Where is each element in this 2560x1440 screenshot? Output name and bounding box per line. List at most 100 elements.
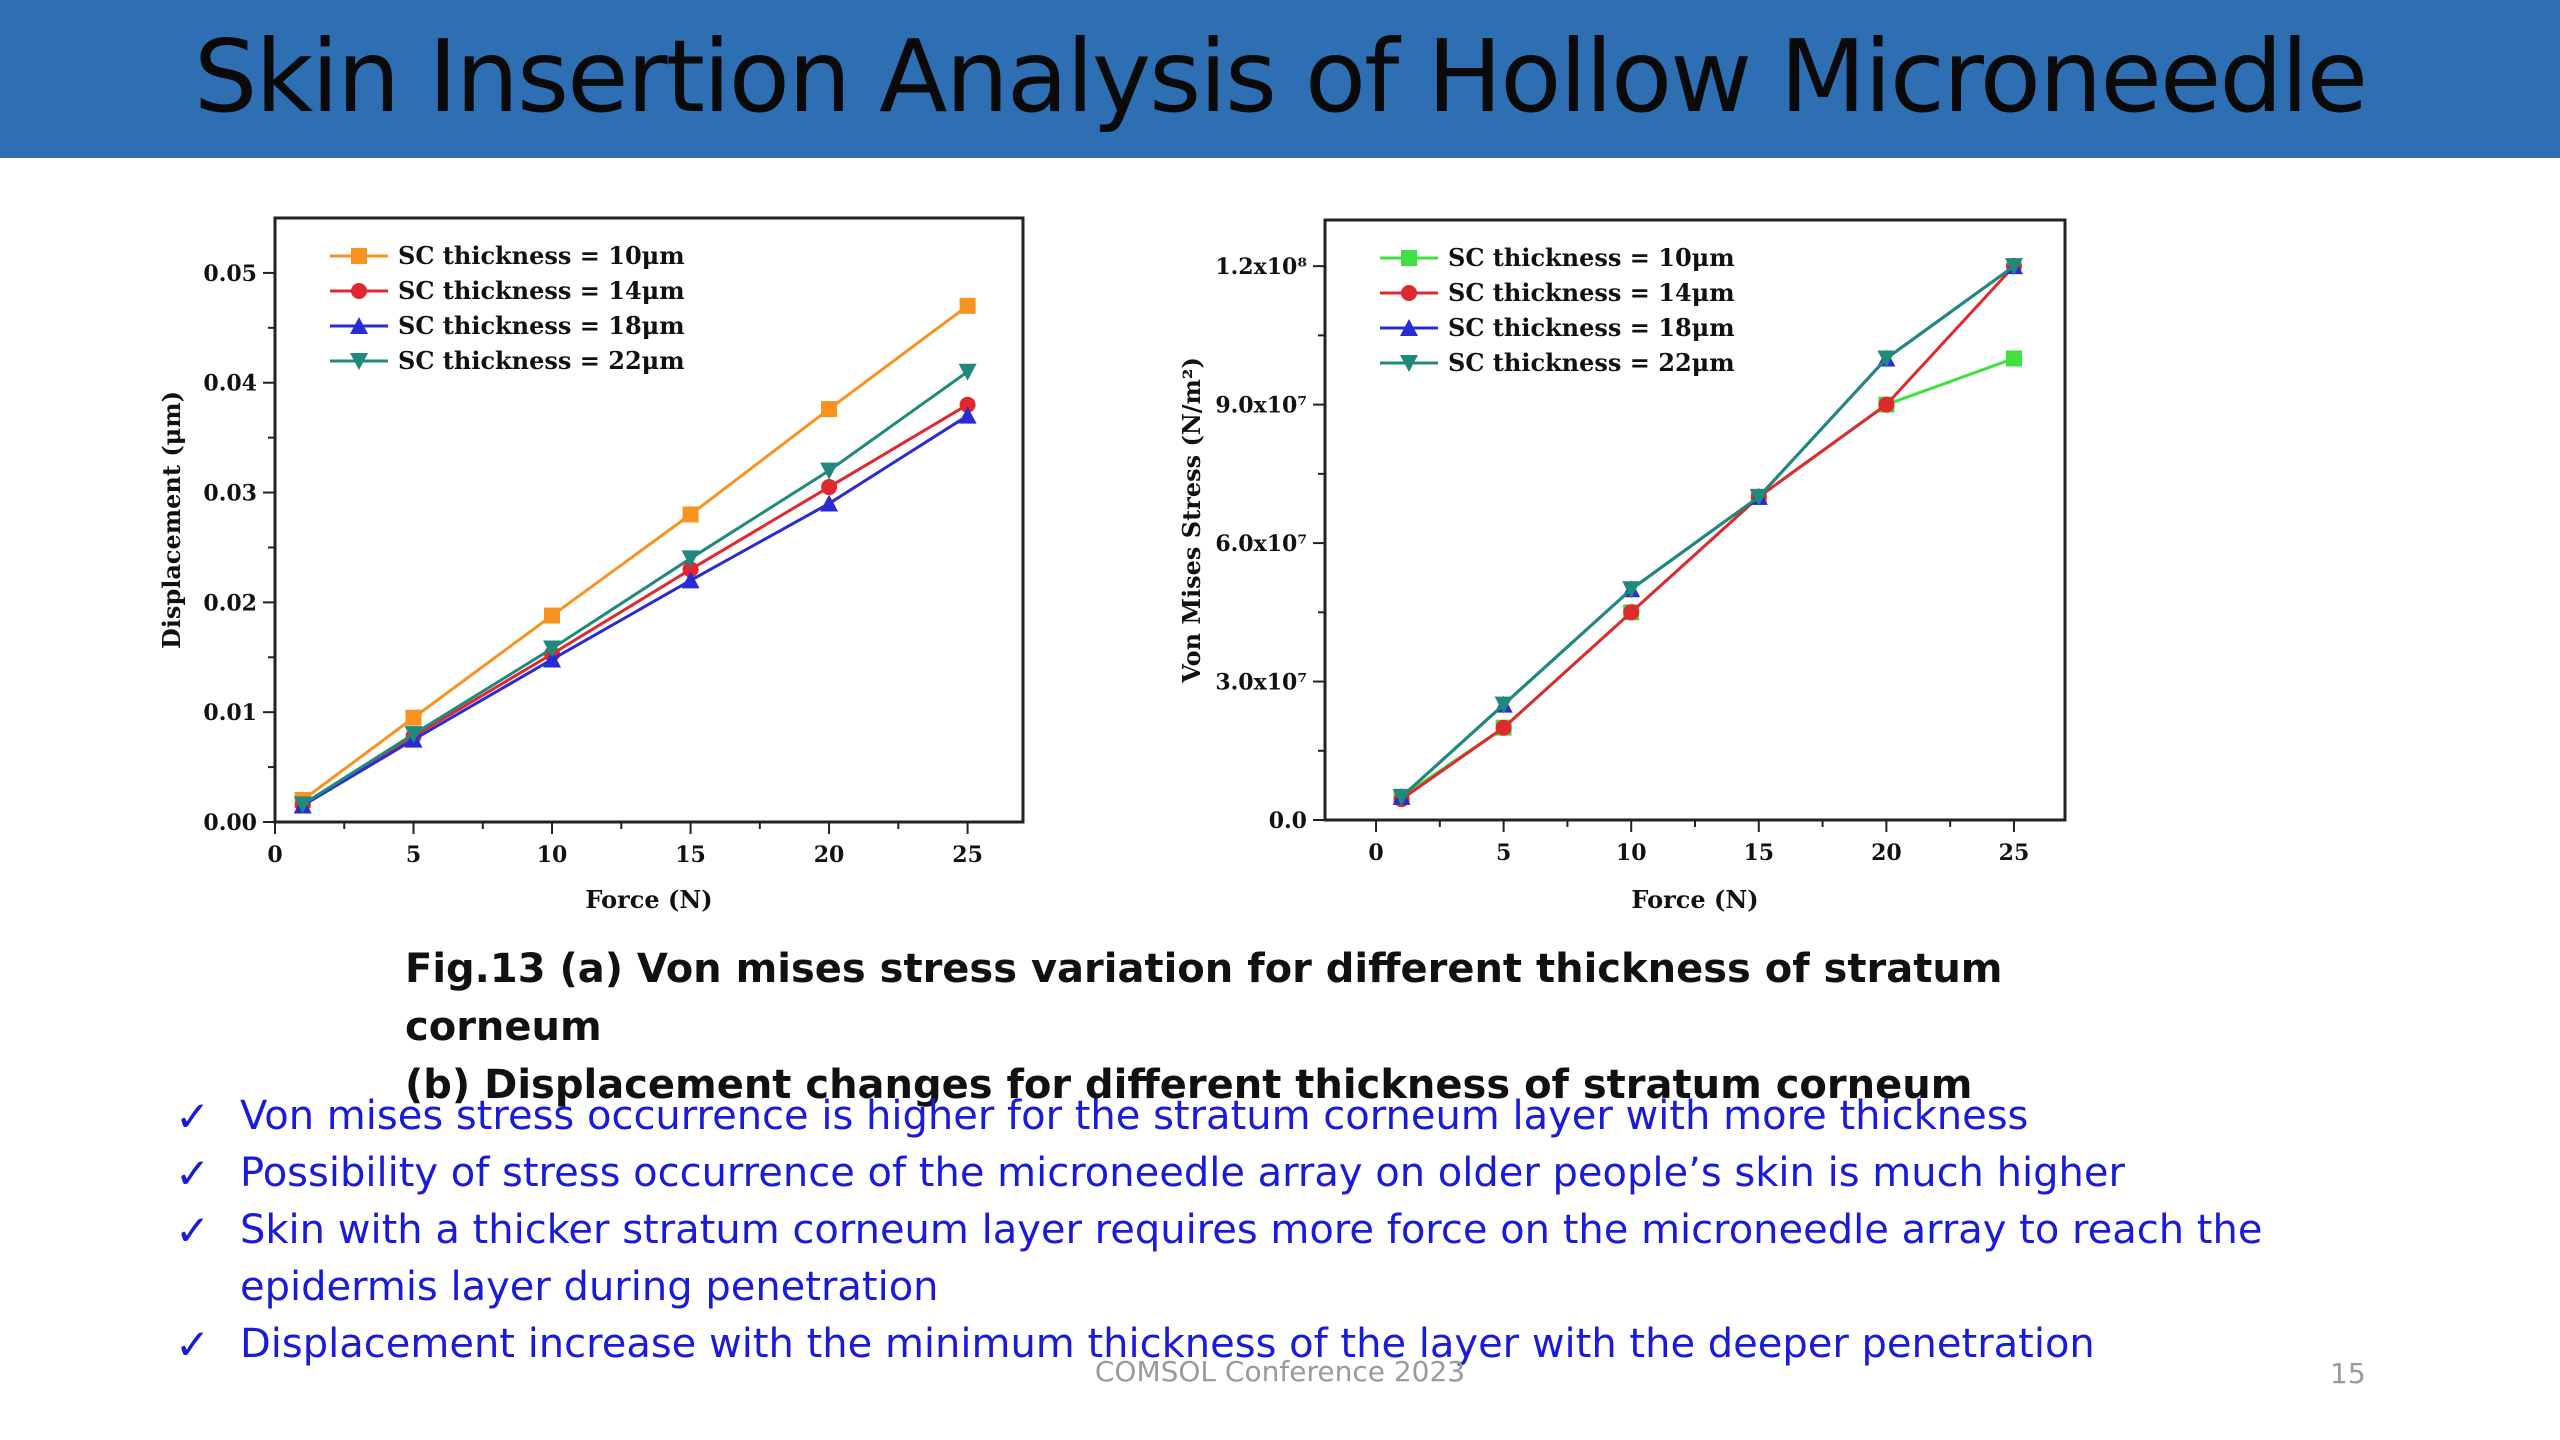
data-point — [820, 494, 839, 512]
series-line — [1400, 264, 2015, 799]
bullet-list: ✓ Von mises stress occurrence is higher … — [175, 1088, 2375, 1373]
check-icon: ✓ — [175, 1206, 211, 1255]
data-point — [958, 406, 977, 424]
y-tick-label: 0.00 — [203, 810, 257, 836]
x-tick-label: 5 — [1496, 840, 1511, 866]
series-line — [1400, 265, 2016, 801]
series-line — [301, 414, 969, 807]
data-point — [2005, 350, 2022, 367]
x-axis-title: Force (N) — [1631, 885, 1758, 914]
legend-marker — [1401, 285, 1417, 301]
legend-marker — [350, 353, 368, 370]
legend-label: SC thickness = 14μm — [398, 276, 685, 305]
series — [293, 406, 977, 814]
data-point — [404, 726, 423, 744]
data-point — [958, 363, 977, 381]
y-tick-label: 0.05 — [203, 261, 257, 287]
x-tick-label: 15 — [1743, 840, 1774, 866]
data-point — [681, 571, 700, 589]
x-tick-label: 25 — [952, 842, 983, 868]
displacement-chart: 0 5 10 15 20 25 0.00 0.01 0.02 0.03 0.04 0.05 Force … — [157, 216, 1025, 914]
series-line — [1400, 264, 2015, 799]
legend-marker — [351, 248, 367, 264]
data-point — [543, 650, 562, 668]
bullet-text: Possibility of stress occurrence of the … — [240, 1150, 2125, 1196]
caption-line-2: (b) Displacement changes for different t… — [405, 1062, 1973, 1108]
data-point — [293, 796, 312, 814]
figure-caption: Fig.13 (a) Von mises stress variation fo… — [405, 940, 2205, 1114]
check-icon: ✓ — [175, 1149, 211, 1198]
caption-line-1: Fig.13 (a) Von mises stress variation fo… — [405, 946, 2003, 1050]
y-tick-label: 0.03 — [203, 481, 257, 507]
bullet-item: ✓ Possibility of stress occurrence of th… — [175, 1145, 2375, 1202]
x-tick-label: 10 — [537, 842, 568, 868]
y-tick-label: 3.0x10⁷ — [1215, 670, 1307, 696]
series-line — [301, 304, 969, 802]
data-point — [1495, 719, 1512, 736]
data-point — [405, 709, 422, 726]
data-point — [821, 479, 838, 496]
y-tick-label: 0.04 — [203, 371, 257, 397]
legend-marker — [1401, 250, 1417, 266]
bullet-text: Skin with a thicker stratum corneum laye… — [240, 1207, 2263, 1310]
data-point — [1749, 488, 1768, 506]
x-tick-label: 20 — [1871, 840, 1902, 866]
legend-marker — [350, 317, 368, 334]
bullet-text: Displacement increase with the minimum t… — [240, 1321, 2095, 1367]
legend-label: SC thickness = 22μm — [398, 346, 685, 375]
data-point — [682, 506, 699, 523]
data-point — [1878, 396, 1895, 413]
data-point — [2004, 258, 2023, 276]
bullet-text: Von mises stress occurrence is higher fo… — [240, 1093, 2029, 1139]
data-point — [1622, 581, 1641, 599]
data-point — [959, 396, 976, 413]
legend-label: SC thickness = 10μm — [1448, 243, 1735, 272]
y-tick-label: 0.02 — [203, 590, 257, 616]
legend-label: SC thickness = 10μm — [398, 241, 685, 270]
x-tick-label: 15 — [675, 842, 706, 868]
data-point — [959, 297, 976, 314]
data-point — [544, 607, 561, 624]
y-axis-title: Displacement (μm) — [157, 391, 186, 649]
series-line — [1400, 357, 2015, 799]
check-icon: ✓ — [175, 1320, 211, 1369]
series — [1392, 258, 2023, 806]
bullet-item: ✓ Displacement increase with the minimum… — [175, 1316, 2375, 1373]
von-mises-stress-chart: 0 5 10 15 20 25 0.0 3.0x10⁷ 6.0x10⁷ 9.0x10⁷ 1.2x10… — [1177, 218, 2067, 914]
data-point — [681, 550, 700, 568]
data-point — [543, 640, 562, 658]
data-point — [1623, 604, 1640, 621]
legend-marker — [1400, 355, 1418, 372]
x-tick-label: 0 — [267, 842, 282, 868]
y-tick-label: 0.01 — [203, 700, 257, 726]
legend: SC thickness = 10μm SC thickness = 14μm SC… — [330, 241, 685, 375]
x-tick-label: 0 — [1368, 840, 1383, 866]
y-tick-label: 6.0x10⁷ — [1215, 531, 1307, 557]
series-line — [301, 370, 969, 806]
data-point — [1494, 696, 1513, 714]
bullet-item: ✓ Von mises stress occurrence is higher … — [175, 1088, 2375, 1145]
series — [1393, 350, 2022, 805]
y-tick-label: 0.0 — [1269, 808, 1307, 834]
x-tick-label: 10 — [1616, 840, 1647, 866]
y-axis-title: Von Mises Stress (N/m²) — [1177, 357, 1206, 684]
y-tick-label: 1.2x10⁸ — [1215, 254, 1307, 280]
plot-frame — [273, 216, 1025, 824]
legend-marker — [1400, 319, 1418, 336]
data-point — [820, 462, 839, 480]
legend-label: SC thickness = 18μm — [1448, 313, 1735, 342]
legend-label: SC thickness = 18μm — [398, 311, 685, 340]
check-icon: ✓ — [175, 1092, 211, 1141]
title-banner: Skin Insertion Analysis of Hollow Micron… — [0, 0, 2560, 158]
data-point — [682, 561, 699, 578]
x-tick-label: 5 — [406, 842, 421, 868]
legend-label: SC thickness = 14μm — [1448, 278, 1735, 307]
series — [293, 363, 977, 814]
data-point — [821, 401, 838, 418]
x-tick-label: 25 — [1999, 840, 2030, 866]
x-tick-label: 20 — [814, 842, 845, 868]
legend: SC thickness = 10μm SC thickness = 14μm SC… — [1380, 243, 1735, 377]
y-tick-label: 9.0x10⁷ — [1215, 393, 1307, 419]
page-number: 15 — [2330, 1357, 2366, 1390]
legend-marker — [351, 283, 367, 299]
